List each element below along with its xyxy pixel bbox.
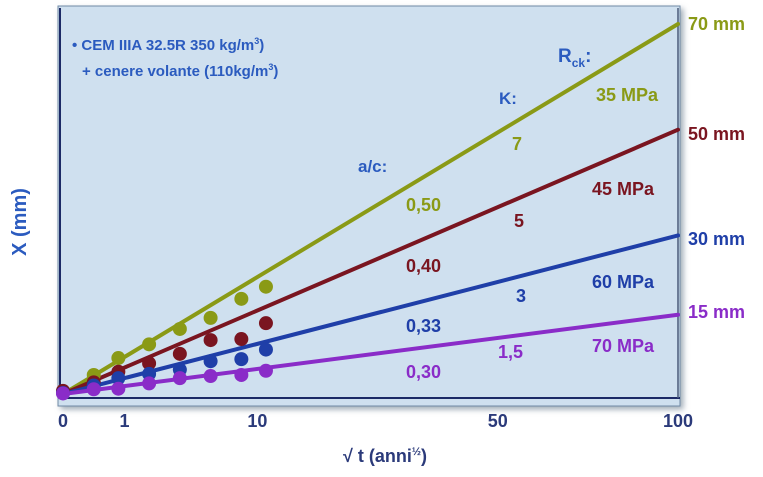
series-end-label: 70 mm xyxy=(688,14,745,34)
plot-area xyxy=(57,5,681,407)
data-point xyxy=(203,369,218,384)
series-lines xyxy=(61,22,680,396)
series-rck-label: 60 MPa xyxy=(592,272,655,292)
x-axis-label-sup: ½ xyxy=(412,446,421,458)
series-line xyxy=(61,312,680,396)
data-point xyxy=(203,310,218,325)
series-rck-label: 70 MPa xyxy=(592,336,655,356)
data-point xyxy=(234,367,249,382)
data-point xyxy=(142,337,157,352)
data-point xyxy=(234,291,249,306)
x-tick-labels: 0 1 10 50 100 xyxy=(58,411,693,431)
series-line xyxy=(61,127,680,396)
data-point xyxy=(258,316,273,331)
x-tick-label: 1 xyxy=(119,411,129,431)
data-point xyxy=(172,321,187,336)
data-point xyxy=(111,351,126,366)
data-point xyxy=(142,376,157,391)
data-point xyxy=(142,356,157,371)
data-point xyxy=(111,371,126,386)
series-ac-label: 0,30 xyxy=(406,362,441,382)
series-end-label: 50 mm xyxy=(688,124,745,144)
series-line xyxy=(61,22,680,396)
x-axis-label-main: √ t (anni xyxy=(343,446,412,466)
x-axis-label-close: ) xyxy=(421,446,427,466)
legend-line-1-main: • CEM IIIA 32.5R 350 kg/m xyxy=(72,37,254,54)
series-end-label: 15 mm xyxy=(688,302,745,322)
data-point xyxy=(172,371,187,386)
series-labels: 0,50 7 35 MPa 70 mm 0,40 5 45 MPa 50 mm 0,33 3 60 … xyxy=(406,14,745,382)
x-tick-label: 0 xyxy=(58,411,68,431)
x-axis-label: √ t (anni½) xyxy=(343,446,427,466)
data-point xyxy=(234,332,249,347)
data-point xyxy=(172,346,187,361)
data-point xyxy=(203,354,218,369)
series-points xyxy=(56,279,273,401)
x-tick-label: 10 xyxy=(247,411,267,431)
series-k-label: 3 xyxy=(516,286,526,306)
legend-line-2-sup: 3 xyxy=(268,62,273,72)
series-k-label: 5 xyxy=(514,211,524,231)
legend-line-2-close: ) xyxy=(273,63,278,80)
data-point xyxy=(258,279,273,294)
legend-line-1: • CEM IIIA 32.5R 350 kg/m3) xyxy=(72,36,264,54)
legend-line-1-close: ) xyxy=(259,37,264,54)
legend-line-2-main: + cenere volante (110kg/m xyxy=(82,63,268,80)
data-point xyxy=(56,386,70,401)
data-point xyxy=(234,352,249,367)
series-k-label: 7 xyxy=(512,134,522,154)
y-axis-label: X (mm) xyxy=(9,188,31,256)
header-ac: a/c: xyxy=(358,157,387,176)
series-ac-label: 0,33 xyxy=(406,316,441,336)
data-point xyxy=(111,381,126,396)
header-rck-colon: : xyxy=(585,46,591,67)
legend-line-1-sup: 3 xyxy=(254,36,259,46)
series-ac-label: 0,40 xyxy=(406,256,441,276)
header-rck: Rck: xyxy=(558,46,591,70)
data-point xyxy=(86,382,101,397)
x-tick-label: 100 xyxy=(663,411,693,431)
data-point xyxy=(258,363,273,378)
series-rck-label: 45 MPa xyxy=(592,179,655,199)
header-rck-sub: ck xyxy=(572,56,586,70)
data-point xyxy=(258,342,273,357)
data-point xyxy=(203,333,218,348)
series-line xyxy=(61,233,680,396)
x-tick-label: 50 xyxy=(488,411,508,431)
series-ac-label: 0,50 xyxy=(406,195,441,215)
series-end-label: 30 mm xyxy=(688,229,745,249)
legend-line-2: + cenere volante (110kg/m3) xyxy=(82,62,278,80)
header-rck-main: R xyxy=(558,46,572,67)
series-rck-label: 35 MPa xyxy=(596,85,659,105)
series-k-label: 1,5 xyxy=(498,342,523,362)
header-k: K: xyxy=(499,89,517,108)
